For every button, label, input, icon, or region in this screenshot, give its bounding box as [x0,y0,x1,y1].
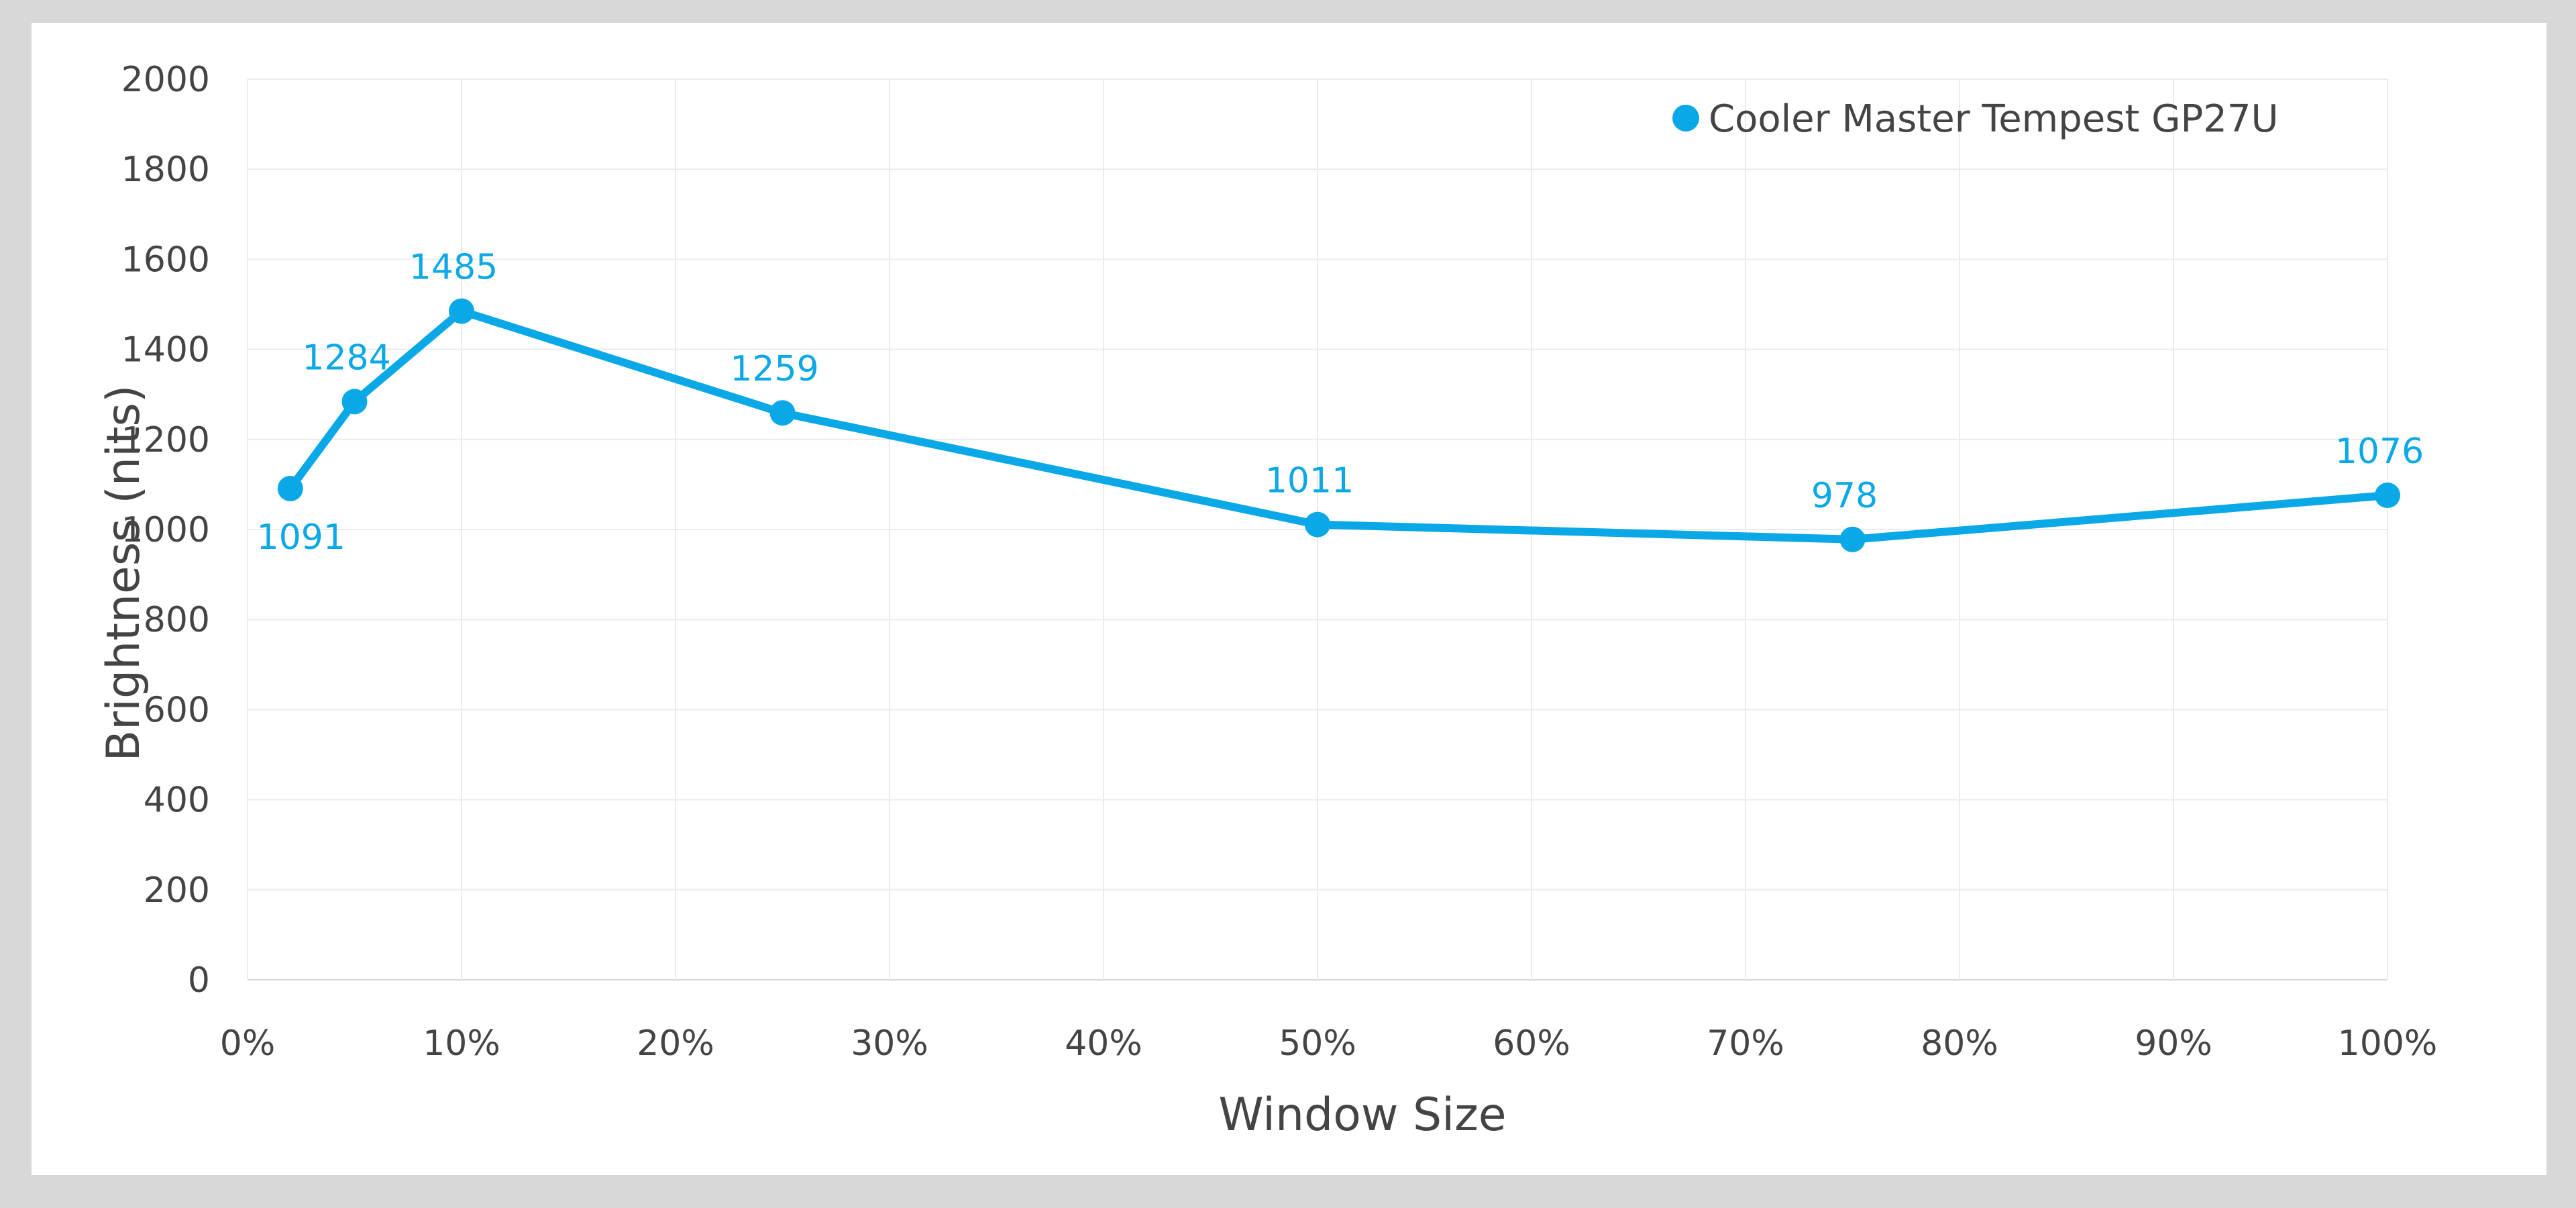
data-label: 1259 [730,349,818,389]
data-point[interactable] [277,475,303,501]
y-tick-label: 1200 [121,420,210,460]
x-tick-label: 60% [1493,1023,1570,1064]
data-label: 1485 [409,248,498,288]
x-axis-ticks: 0% 10% 20% 30% 40% 50% 60% 70% 80% 90% 100% [220,1023,2438,1064]
x-tick-label: 50% [1279,1023,1356,1064]
x-tick-label: 70% [1707,1023,1784,1064]
legend[interactable]: Cooler Master Tempest GP27U [1672,97,2279,141]
data-label: 1076 [2335,432,2424,472]
x-tick-label: 0% [220,1023,276,1064]
y-tick-label: 1600 [121,240,210,280]
y-axis-ticks: 0 200 400 600 800 1000 1200 1400 1600 1800 2000 [121,60,210,1001]
data-label: 1284 [302,338,390,378]
data-point[interactable] [2375,483,2400,509]
y-tick-label: 0 [188,960,210,1001]
data-point[interactable] [1839,526,1866,552]
x-tick-label: 100% [2338,1023,2438,1064]
y-tick-label: 1400 [121,330,210,370]
chart-card: 0 200 400 600 800 1000 1200 1400 1600 1800 2000 0%… [32,23,2546,1175]
x-axis-title: Window Size [1218,1089,1506,1142]
y-tick-label: 1800 [121,150,210,190]
x-tick-label: 40% [1065,1023,1142,1064]
data-point[interactable] [449,298,474,324]
x-tick-label: 90% [2135,1023,2212,1064]
data-label: 1011 [1265,461,1354,501]
x-tick-label: 30% [851,1023,928,1064]
data-point[interactable] [341,389,368,415]
data-point[interactable] [769,400,796,426]
y-tick-label: 800 [144,600,210,640]
y-axis-title: Brightness (nits) [97,385,150,762]
x-tick-label: 10% [423,1023,500,1064]
y-tick-label: 200 [144,870,210,911]
data-label: 978 [1811,476,1878,516]
data-point[interactable] [1305,511,1330,538]
legend-label: Cooler Master Tempest GP27U [1709,97,2279,141]
x-tick-label: 20% [637,1023,714,1064]
y-tick-label: 2000 [121,60,210,100]
line-chart: 0 200 400 600 800 1000 1200 1400 1600 1800 2000 0%… [97,60,2438,1142]
y-tick-label: 600 [144,690,210,730]
legend-marker [1672,105,1699,132]
data-label: 1091 [257,517,345,558]
series-line [286,307,2392,544]
series-group: 1091 1284 1485 1259 1011 978 1076 [257,248,2424,558]
y-tick-label: 1000 [121,510,210,550]
y-tick-label: 400 [144,781,210,821]
x-tick-label: 80% [1921,1023,1998,1064]
